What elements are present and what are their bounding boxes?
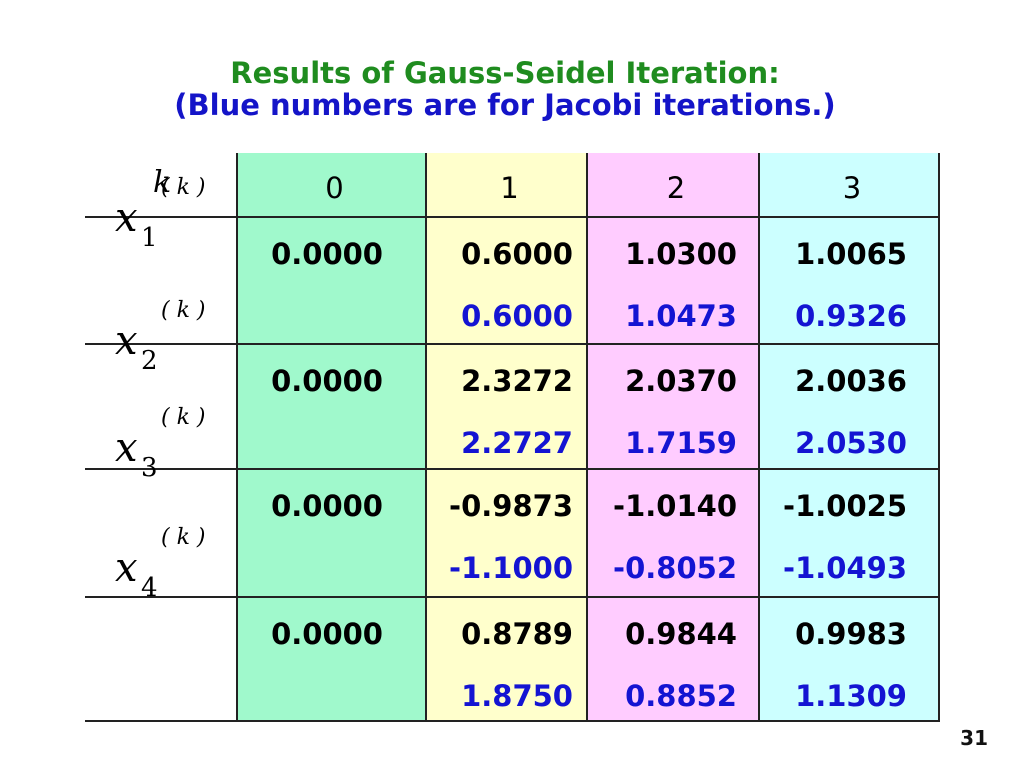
row-symbol: x (115, 195, 138, 241)
table-cell (760, 345, 940, 470)
table-cell (238, 598, 427, 722)
gauss-seidel-value: 0.9844 (625, 617, 737, 651)
table-cell (588, 218, 760, 345)
table-cell (238, 470, 427, 598)
jacobi-value: 2.2727 (461, 426, 573, 460)
header-cell: 0 (325, 171, 344, 205)
row-symbol: x (115, 425, 138, 471)
gauss-seidel-value: 1.0065 (795, 237, 907, 271)
jacobi-value: 0.9326 (795, 299, 907, 333)
jacobi-value: -1.1000 (449, 551, 573, 585)
gauss-seidel-value: 0.0000 (271, 489, 383, 523)
table-cell (85, 218, 238, 345)
gauss-seidel-value: 2.0370 (625, 364, 737, 398)
jacobi-value: 1.7159 (625, 426, 737, 460)
gauss-seidel-value: 0.9983 (795, 617, 907, 651)
jacobi-value: 1.0473 (625, 299, 737, 333)
subtitle: (Blue numbers are for Jacobi iterations.… (174, 88, 836, 122)
title: Results of Gauss-Seidel Iteration: (230, 56, 780, 90)
table-cell (427, 598, 588, 722)
row-superscript: ( k ) (161, 405, 206, 430)
page-number: 31 (960, 726, 988, 750)
table-cell (85, 598, 238, 722)
gauss-seidel-value: -1.0025 (783, 489, 907, 523)
gauss-seidel-value: 2.0036 (795, 364, 907, 398)
row-symbol: x (115, 545, 138, 591)
jacobi-value: 2.0530 (795, 426, 907, 460)
table-cell (85, 470, 238, 598)
row-superscript: ( k ) (161, 298, 206, 323)
gauss-seidel-value: -1.0140 (613, 489, 737, 523)
row-subscript: 4 (141, 573, 158, 603)
gauss-seidel-value: 1.0300 (625, 237, 737, 271)
table-cell (588, 153, 760, 218)
gauss-seidel-value: 2.3272 (461, 364, 573, 398)
table-cell (588, 598, 760, 722)
table-cell (427, 345, 588, 470)
jacobi-value: 1.8750 (461, 679, 573, 713)
row-subscript: 3 (141, 453, 158, 483)
row-symbol: x (115, 318, 138, 364)
table-cell (427, 153, 588, 218)
table-cell (588, 345, 760, 470)
table: k 0 1 2 3 x 1( k ) 0.0000 0.6000 1.0300 1.0065 0.60… (85, 153, 940, 722)
table-cell (238, 218, 427, 345)
jacobi-value: 1.1309 (795, 679, 907, 713)
table-cell (85, 153, 238, 218)
header-cell: 3 (842, 171, 862, 205)
header-cell: 2 (666, 171, 686, 205)
gauss-seidel-value: -0.9873 (449, 489, 573, 523)
table-cell (760, 598, 940, 722)
table-cell (760, 470, 940, 598)
header-cell: 1 (500, 171, 519, 205)
jacobi-value: -1.0493 (783, 551, 907, 585)
table-cell (238, 153, 427, 218)
jacobi-value: -0.8052 (613, 551, 737, 585)
table-cell (588, 470, 760, 598)
table-cell (427, 470, 588, 598)
gauss-seidel-value: 0.8789 (461, 617, 573, 651)
header-label: k (153, 165, 172, 200)
row-subscript: 1 (141, 223, 158, 253)
gauss-seidel-value: 0.0000 (271, 364, 383, 398)
row-superscript: ( k ) (161, 525, 206, 550)
gauss-seidel-value: 0.0000 (271, 237, 383, 271)
gauss-seidel-value: 0.6000 (461, 237, 573, 271)
table-cell (427, 218, 588, 345)
row-superscript: ( k ) (161, 175, 206, 200)
table-cell (85, 345, 238, 470)
table-cell (238, 345, 427, 470)
table-cell (760, 153, 940, 218)
table-cell (760, 218, 940, 345)
gauss-seidel-value: 0.0000 (271, 617, 383, 651)
jacobi-value: 0.8852 (625, 679, 737, 713)
jacobi-value: 0.6000 (461, 299, 573, 333)
row-subscript: 2 (141, 346, 158, 376)
